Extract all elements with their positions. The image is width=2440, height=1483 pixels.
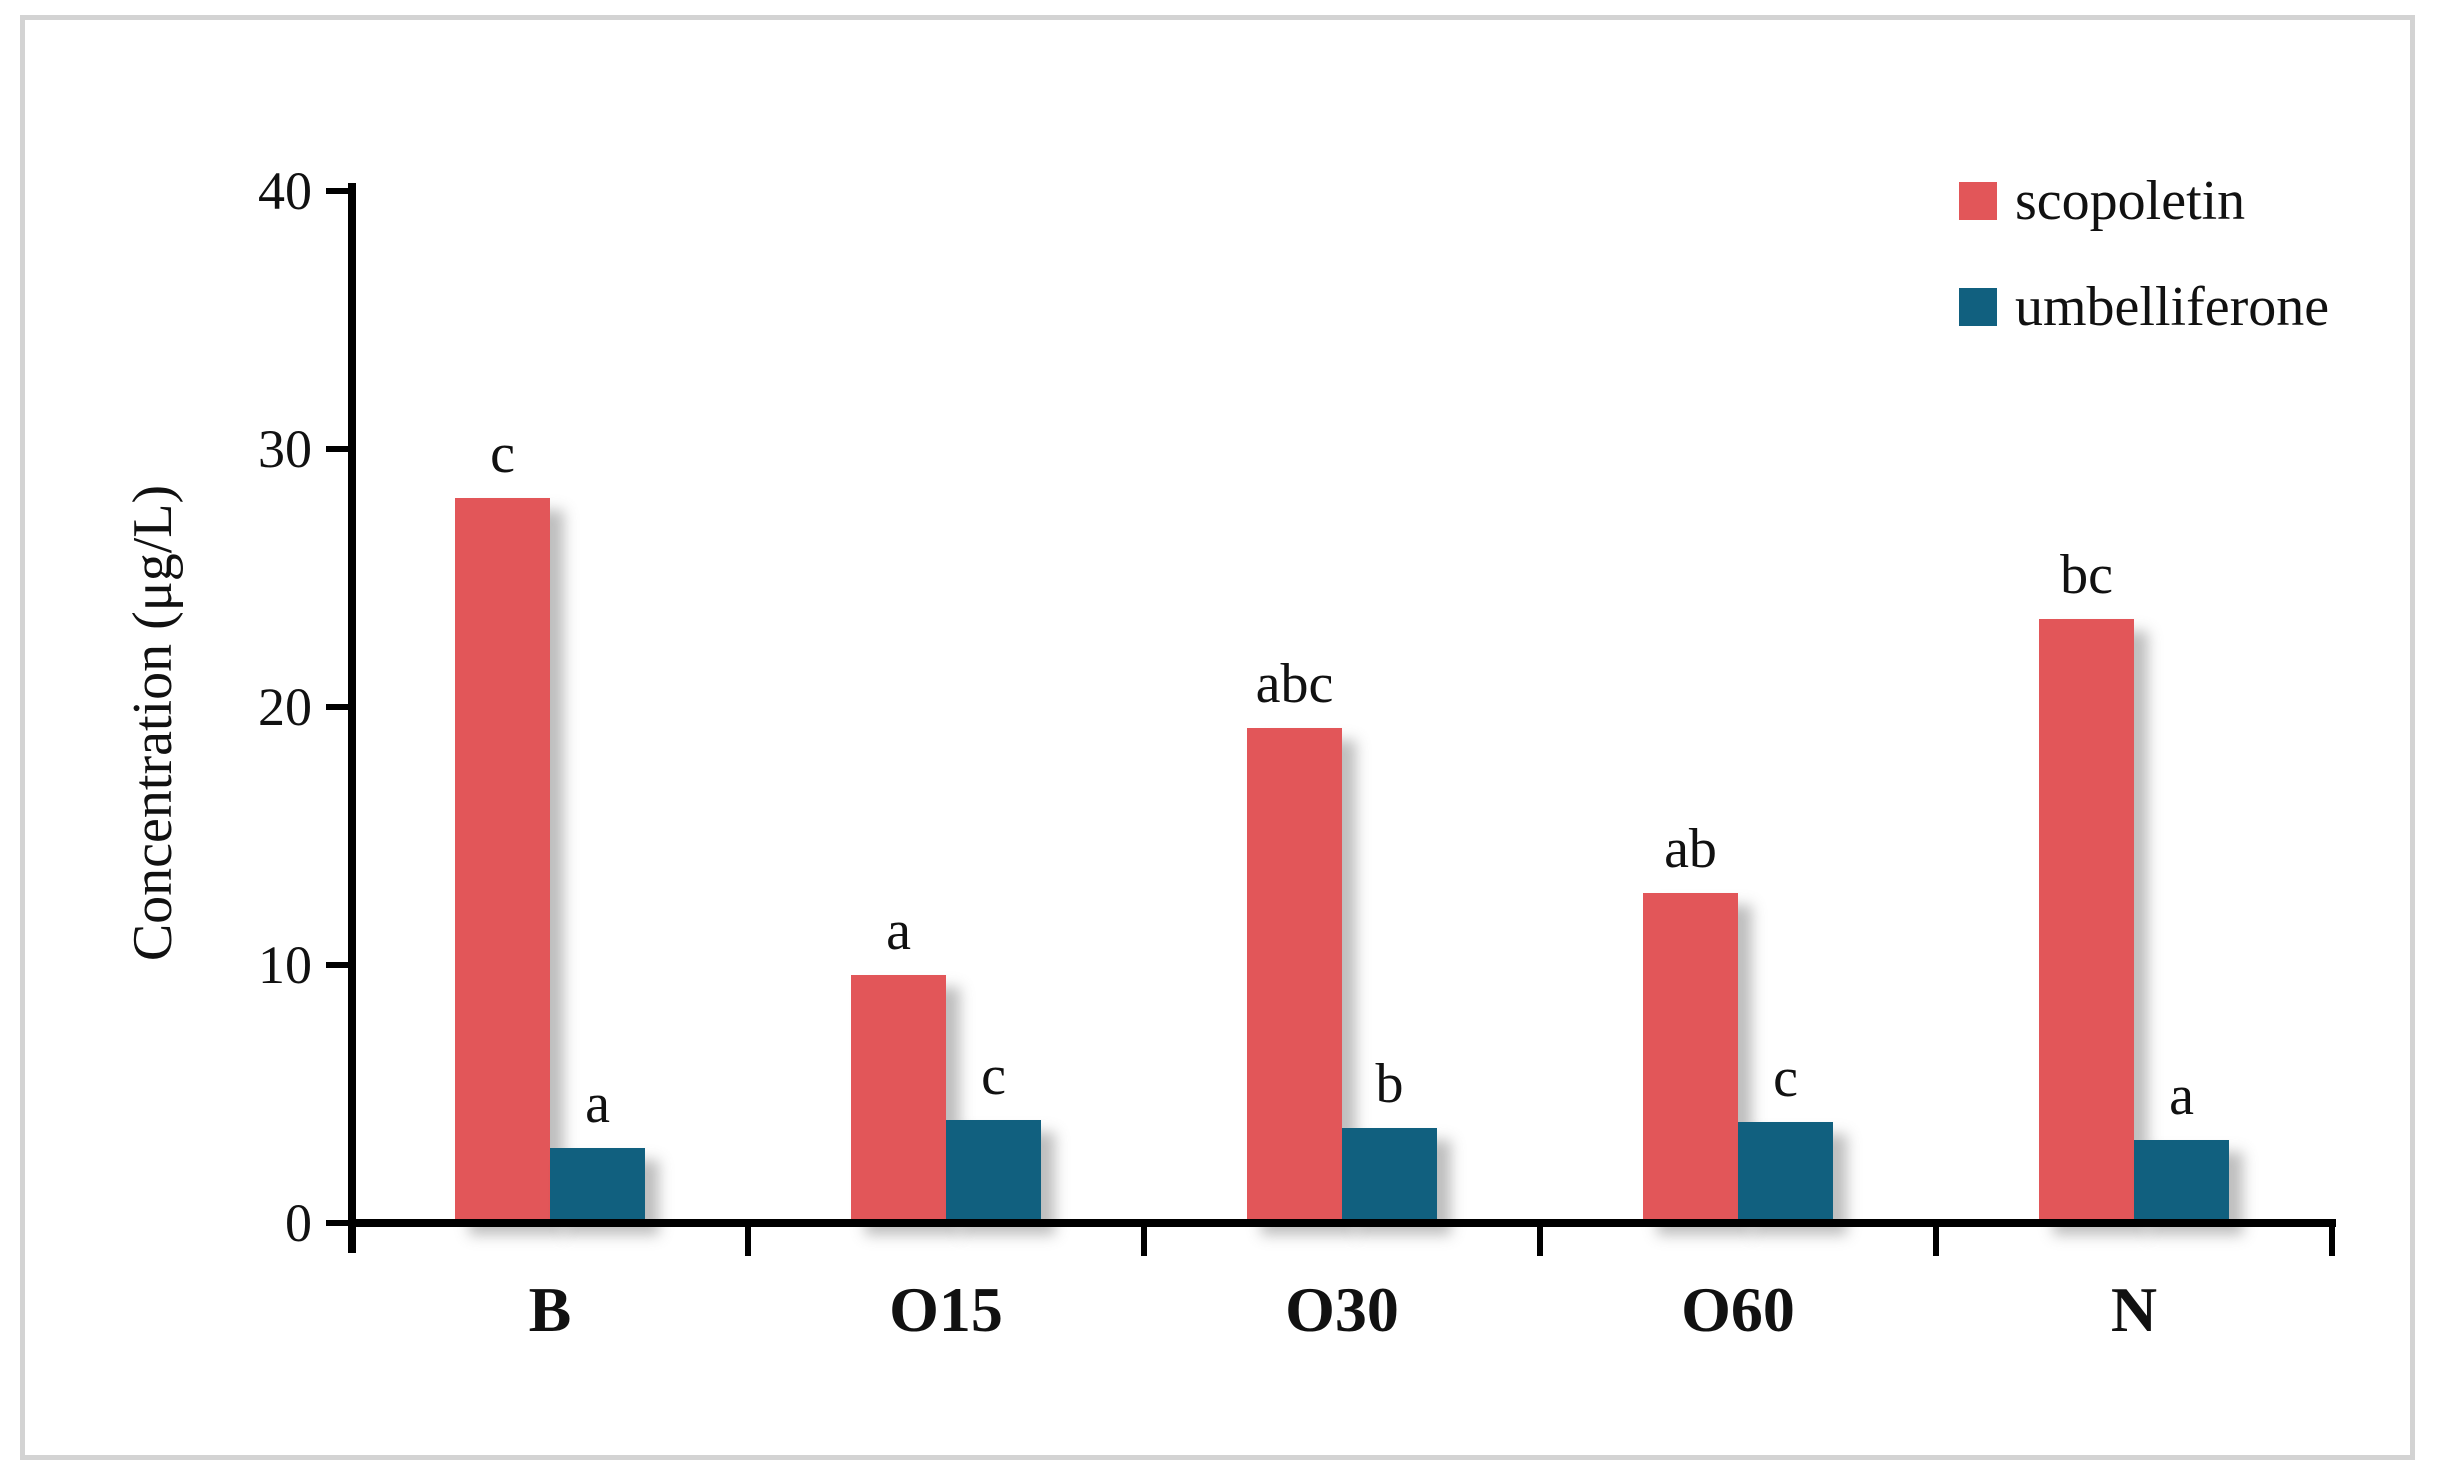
legend: scopoletin umbelliferone [1959, 166, 2329, 378]
x-tick-2 [1141, 1226, 1147, 1256]
sig-label-umbelliferone-O30: b [1375, 1053, 1404, 1115]
y-tick-30 [326, 446, 352, 452]
bar-umbelliferone-O30 [1342, 1128, 1437, 1223]
bar-scopoletin-O60 [1643, 893, 1738, 1223]
bar-umbelliferone-O15 [946, 1120, 1041, 1223]
bar-umbelliferone-N [2134, 1140, 2229, 1223]
x-tick-1 [745, 1226, 751, 1256]
bar-scopoletin-B [455, 498, 550, 1223]
y-tick-label-0: 0 [285, 1193, 312, 1253]
y-tick-10 [326, 962, 352, 968]
sig-label-scopoletin-N: bc [2060, 544, 2113, 606]
bar-scopoletin-N [2039, 619, 2134, 1223]
y-tick-40 [326, 188, 352, 194]
legend-item-umbelliferone: umbelliferone [1959, 272, 2329, 342]
y-tick-20 [326, 704, 352, 710]
plot-area: c a abc ab bc a c b c a 0 10 20 30 40 B O15 O30 O60 N [25, 20, 2420, 1465]
x-axis-line [348, 1219, 2336, 1227]
sig-label-scopoletin-O15: a [886, 900, 911, 962]
y-tick-label-40: 40 [258, 161, 312, 221]
sig-label-scopoletin-O30: abc [1255, 653, 1334, 715]
y-tick-label-20: 20 [258, 677, 312, 737]
x-label-O60: O60 [1681, 1274, 1795, 1345]
sig-label-umbelliferone-B: a [585, 1073, 610, 1135]
bar-scopoletin-O30 [1247, 728, 1342, 1223]
y-tick-0 [326, 1220, 352, 1226]
x-tick-4 [1933, 1226, 1939, 1256]
y-tick-label-30: 30 [258, 419, 312, 479]
legend-swatch-scopoletin-icon [1959, 182, 1997, 220]
bar-umbelliferone-O60 [1738, 1122, 1833, 1223]
x-label-N: N [2110, 1274, 2158, 1345]
bar-scopoletin-O15 [851, 975, 946, 1223]
x-label-O30: O30 [1285, 1274, 1399, 1345]
sig-label-umbelliferone-O60: c [1773, 1047, 1798, 1109]
x-label-B: B [528, 1274, 572, 1345]
x-tick-3 [1537, 1226, 1543, 1256]
legend-item-scopoletin: scopoletin [1959, 166, 2329, 236]
bar-umbelliferone-B [550, 1148, 645, 1223]
x-label-O15: O15 [889, 1274, 1003, 1345]
sig-label-umbelliferone-O15: c [981, 1045, 1006, 1107]
sig-label-scopoletin-B: c [490, 423, 515, 485]
legend-label-scopoletin: scopoletin [2015, 170, 2246, 232]
y-tick-label-10: 10 [258, 935, 312, 995]
figure-frame: Concentration (μg/L) scopoletin umbellif… [20, 15, 2415, 1460]
sig-label-scopoletin-O60: ab [1664, 818, 1717, 880]
x-tick-5 [2329, 1226, 2335, 1256]
y-axis-line [348, 183, 356, 1253]
sig-label-umbelliferone-N: a [2169, 1065, 2194, 1127]
legend-label-umbelliferone: umbelliferone [2015, 276, 2330, 338]
legend-swatch-umbelliferone-icon [1959, 288, 1997, 326]
